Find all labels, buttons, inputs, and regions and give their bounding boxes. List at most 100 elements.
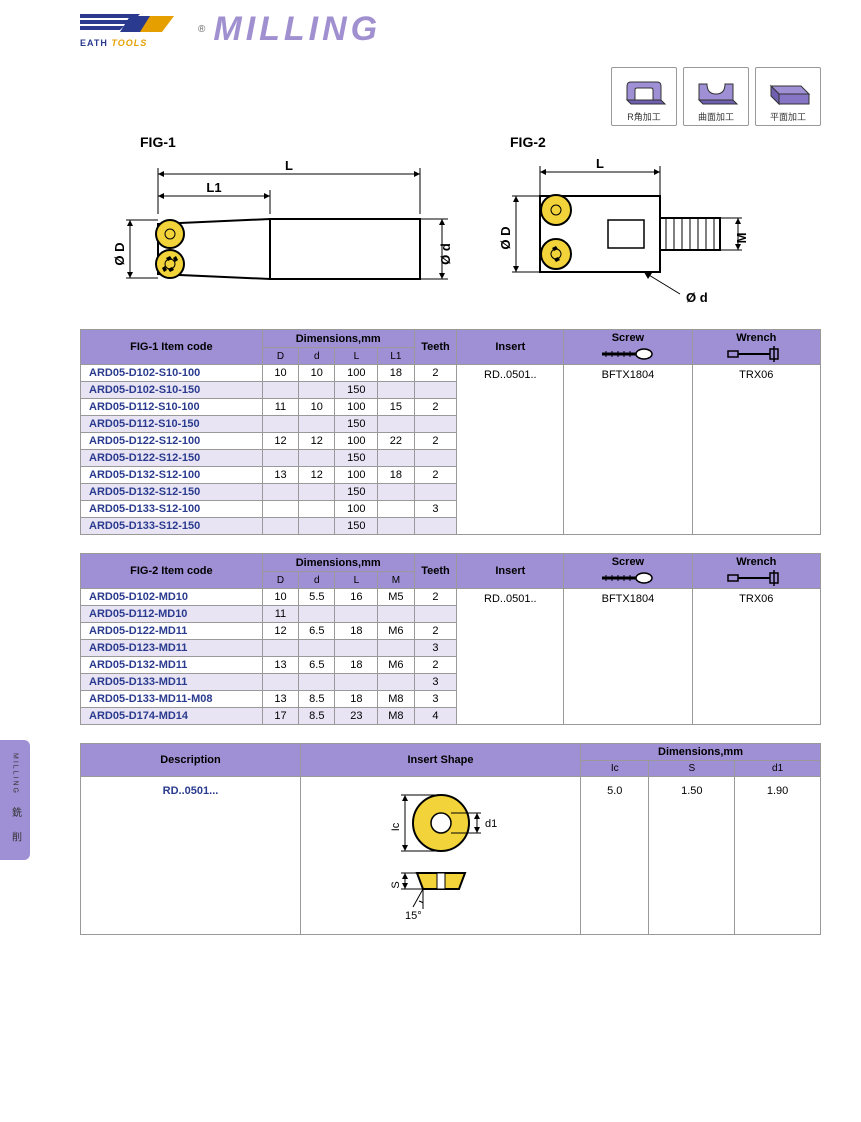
item-code: ARD05-D102-S10-100	[81, 365, 263, 382]
page-header: EATH TOOLS ® MILLING	[80, 0, 821, 49]
screw-code: BFTX1804	[564, 589, 692, 725]
registered-mark: ®	[198, 24, 205, 35]
screw-icon	[598, 346, 658, 362]
t1-head-L: L	[335, 348, 378, 365]
t3-S: 1.50	[649, 777, 735, 935]
insert-code: RD..0501..	[457, 365, 564, 535]
t2-head-M: M	[378, 572, 414, 589]
svg-text:S: S	[390, 881, 402, 888]
item-code: ARD05-D122-MD11	[81, 623, 263, 640]
t3-head-S: S	[649, 761, 735, 777]
t2-head-L: L	[335, 572, 378, 589]
item-code: ARD05-D102-MD10	[81, 589, 263, 606]
t1-head-D: D	[262, 348, 298, 365]
t2-head-insert: Insert	[457, 554, 564, 589]
brand-text-2: TOOLS	[111, 38, 147, 48]
insert-shape-diagram: Ic d1 S	[361, 779, 521, 929]
svg-text:d1: d1	[485, 818, 497, 830]
t2-head-dims: Dimensions,mm	[262, 554, 414, 572]
svg-text:Ø D: Ø D	[112, 242, 127, 265]
item-code: ARD05-D112-S10-100	[81, 399, 263, 416]
item-code: ARD05-D133-MD11-M08	[81, 691, 263, 708]
r-corner-icon	[621, 72, 667, 108]
t3-head-desc: Description	[81, 744, 301, 777]
fig1-table: FIG-1 Item code Dimensions,mm Teeth Inse…	[80, 329, 821, 535]
side-tab-cn: 銑 削	[8, 807, 23, 848]
svg-text:L: L	[285, 158, 293, 173]
svg-text:L: L	[596, 156, 604, 171]
fig2-column: FIG-2 L	[490, 134, 821, 319]
t1-head-L1: L1	[378, 348, 414, 365]
app-icon-curved: 曲面加工	[683, 67, 749, 126]
insert-code: RD..0501..	[457, 589, 564, 725]
t2-head-itemcode: FIG-2 Item code	[81, 554, 263, 589]
screw-code: BFTX1804	[564, 365, 692, 535]
t3-shape-cell: Ic d1 S	[301, 777, 581, 935]
svg-text:Ø d: Ø d	[686, 290, 708, 305]
item-code: ARD05-D122-S12-150	[81, 450, 263, 467]
t3-head-shape: Insert Shape	[301, 744, 581, 777]
svg-text:15°: 15°	[405, 910, 422, 922]
table-row: ARD05-D102-MD10105.516M52RD..0501..BFTX1…	[81, 589, 821, 606]
wrench-code: TRX06	[692, 365, 820, 535]
svg-text:L1: L1	[206, 180, 221, 195]
t2-head-D: D	[262, 572, 298, 589]
item-code: ARD05-D133-S12-100	[81, 501, 263, 518]
item-code: ARD05-D112-MD10	[81, 606, 263, 623]
svg-text:Ø d: Ø d	[438, 243, 453, 265]
item-code: ARD05-D122-S12-100	[81, 433, 263, 450]
t1-head-teeth: Teeth	[414, 330, 457, 365]
t1-head-insert: Insert	[457, 330, 564, 365]
fig2-table: FIG-2 Item code Dimensions,mm Teeth Inse…	[80, 553, 821, 725]
flat-icon	[765, 72, 811, 108]
t3-head-Ic: Ic	[581, 761, 649, 777]
item-code: ARD05-D133-S12-150	[81, 518, 263, 535]
t2-head-d2: d	[299, 572, 335, 589]
table-row: ARD05-D102-S10-1001010100182RD..0501..BF…	[81, 365, 821, 382]
side-tab-eng: MILLING	[12, 753, 19, 795]
t1-head-dims: Dimensions,mm	[262, 330, 414, 348]
t3-head-d1: d1	[735, 761, 821, 777]
app-icon-label-1: R角加工	[614, 110, 674, 123]
item-code: ARD05-D133-MD11	[81, 674, 263, 691]
t1-head-wrench: Wrench	[692, 330, 820, 365]
item-code: ARD05-D132-S12-150	[81, 484, 263, 501]
t1-head-screw: Screw	[564, 330, 692, 365]
fig2-title: FIG-2	[490, 134, 821, 150]
curved-icon	[693, 72, 739, 108]
item-code: ARD05-D132-MD11	[81, 657, 263, 674]
side-tab: MILLING 銑 削	[0, 740, 30, 860]
page-title: MILLING	[213, 10, 381, 49]
app-icon-flat: 平面加工	[755, 67, 821, 126]
brand-text-1: EATH	[80, 38, 108, 48]
logo-stripes-icon	[80, 14, 190, 36]
wrench-code: TRX06	[692, 589, 820, 725]
item-code: ARD05-D132-S12-100	[81, 467, 263, 484]
insert-shape-table: Description Insert Shape Dimensions,mm I…	[80, 743, 821, 935]
wrench-icon	[726, 346, 786, 362]
t2-head-wrench: Wrench	[692, 554, 820, 589]
t3-head-dims: Dimensions,mm	[581, 744, 821, 761]
item-code: ARD05-D174-MD14	[81, 708, 263, 725]
t3-desc: RD..0501...	[81, 777, 301, 935]
screw-icon	[598, 570, 658, 586]
svg-text:M: M	[734, 233, 749, 244]
item-code: ARD05-D102-S10-150	[81, 382, 263, 399]
svg-text:Ic: Ic	[390, 822, 402, 831]
fig1-column: FIG-1 L L1	[80, 134, 460, 319]
item-code: ARD05-D123-MD11	[81, 640, 263, 657]
t1-head-itemcode: FIG-1 Item code	[81, 330, 263, 365]
svg-text:Ø D: Ø D	[498, 226, 513, 249]
wrench-icon	[726, 570, 786, 586]
application-icons-row: R角加工 曲面加工 平面加工	[80, 67, 821, 126]
fig2-diagram: L Ø D	[490, 154, 790, 314]
fig1-title: FIG-1	[80, 134, 460, 150]
t3-d1: 1.90	[735, 777, 821, 935]
t1-head-d2: d	[299, 348, 335, 365]
app-icon-label-2: 曲面加工	[686, 110, 746, 123]
fig1-diagram: L L1 Ø D	[80, 154, 460, 314]
app-icon-label-3: 平面加工	[758, 110, 818, 123]
figure-row: FIG-1 L L1	[80, 134, 821, 319]
app-icon-r-corner: R角加工	[611, 67, 677, 126]
item-code: ARD05-D112-S10-150	[81, 416, 263, 433]
